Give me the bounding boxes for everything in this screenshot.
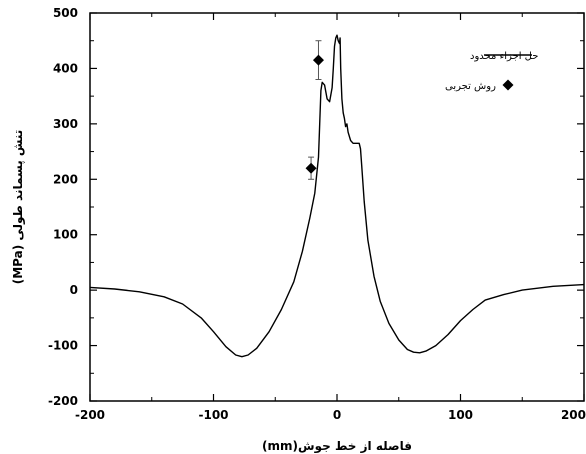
y-tick-label: -100: [48, 339, 78, 353]
x-axis-title: فاصله از خط جوش(mm): [262, 439, 412, 454]
y-tick-label: 500: [53, 6, 78, 20]
experimental-point: [312, 54, 324, 66]
y-tick-label: 300: [53, 117, 78, 131]
experimental-point: [305, 162, 317, 174]
y-axis-title: تنش پسماند طولی (MPa): [11, 130, 26, 285]
plot-area: -200 -100 0 100 200 -200 -100 0 100 200 300 400 500: [48, 6, 586, 422]
x-tick-label: -200: [75, 408, 105, 422]
plot-frame: [89, 12, 585, 402]
y-tick-label: 0: [70, 283, 78, 297]
y-tick-label: 400: [53, 61, 78, 75]
x-tick-label: -100: [198, 408, 228, 422]
fem-line: [89, 34, 585, 358]
legend-label-experimental: روش تجربی: [445, 81, 496, 92]
x-tick-label: 100: [448, 408, 473, 422]
legend-label-fem: حل اجزاء محدود: [470, 51, 538, 62]
x-tick-label: 0: [333, 408, 341, 422]
x-tick-label: 200: [561, 408, 586, 422]
legend: حل اجزاء محدود روش تجربی: [445, 51, 538, 92]
y-tick-label: 200: [53, 172, 78, 186]
y-tick-label: 100: [53, 228, 78, 242]
legend-diamond-swatch: [502, 79, 514, 91]
y-tick-label: -200: [48, 394, 78, 408]
